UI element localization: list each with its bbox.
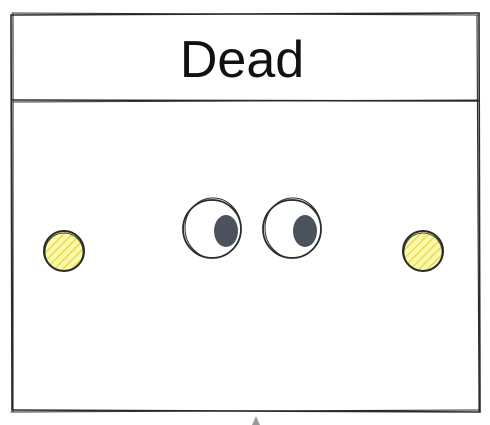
state-title: Dead [180,31,304,89]
right-pupil-icon [293,215,317,247]
state-box-border [10,12,481,413]
left-pupil-icon [214,215,238,247]
header-divider [11,99,480,103]
eyes-icon [182,197,322,259]
arrowhead-up-icon [252,416,260,425]
right-port-icon[interactable] [402,230,444,272]
left-port-icon[interactable] [43,230,85,272]
left-eye-icon [182,197,242,259]
right-eye-icon [262,197,322,259]
